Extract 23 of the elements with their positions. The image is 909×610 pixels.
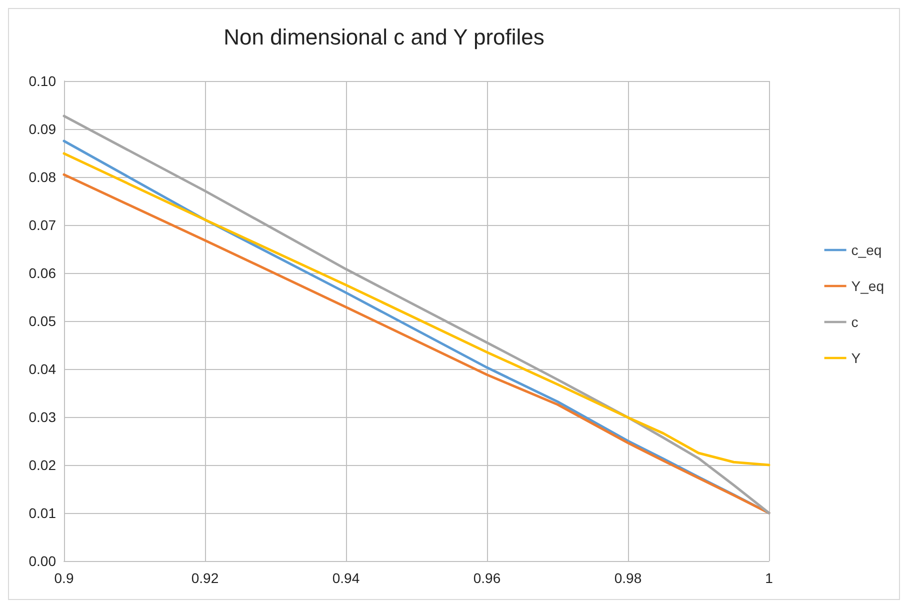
- y-tick-label: 0.02: [28, 457, 56, 473]
- y-tick-label: 0.10: [28, 73, 56, 89]
- y-tick-label: 0.06: [28, 265, 56, 281]
- x-tick-label: 0.92: [191, 570, 219, 586]
- y-tick-label: 0.01: [28, 505, 56, 521]
- y-tick-label: 0.04: [28, 361, 56, 377]
- x-tick-label: 1: [765, 570, 774, 586]
- x-tick-label: 0.96: [473, 570, 501, 586]
- legend-label: c: [851, 314, 858, 330]
- line-series: [62, 152, 770, 466]
- x-tick-label: 0.94: [332, 570, 360, 586]
- y-tick-label: 0.05: [28, 313, 56, 329]
- chart-title: Non dimensional c and Y profiles: [224, 24, 544, 50]
- y-tick-label: 0.00: [28, 553, 56, 569]
- y-tick-label: 0.09: [28, 121, 56, 137]
- y-tick-label: 0.03: [28, 409, 56, 425]
- legend-label: Y_eq: [851, 278, 884, 294]
- y-tick-label: 0.08: [28, 169, 56, 185]
- legend-label: c_eq: [851, 242, 882, 258]
- x-tick-label: 0.98: [614, 570, 642, 586]
- legend-label: Y: [851, 350, 862, 366]
- x-tick-label: 0.9: [54, 570, 74, 586]
- y-tick-label: 0.07: [28, 217, 56, 233]
